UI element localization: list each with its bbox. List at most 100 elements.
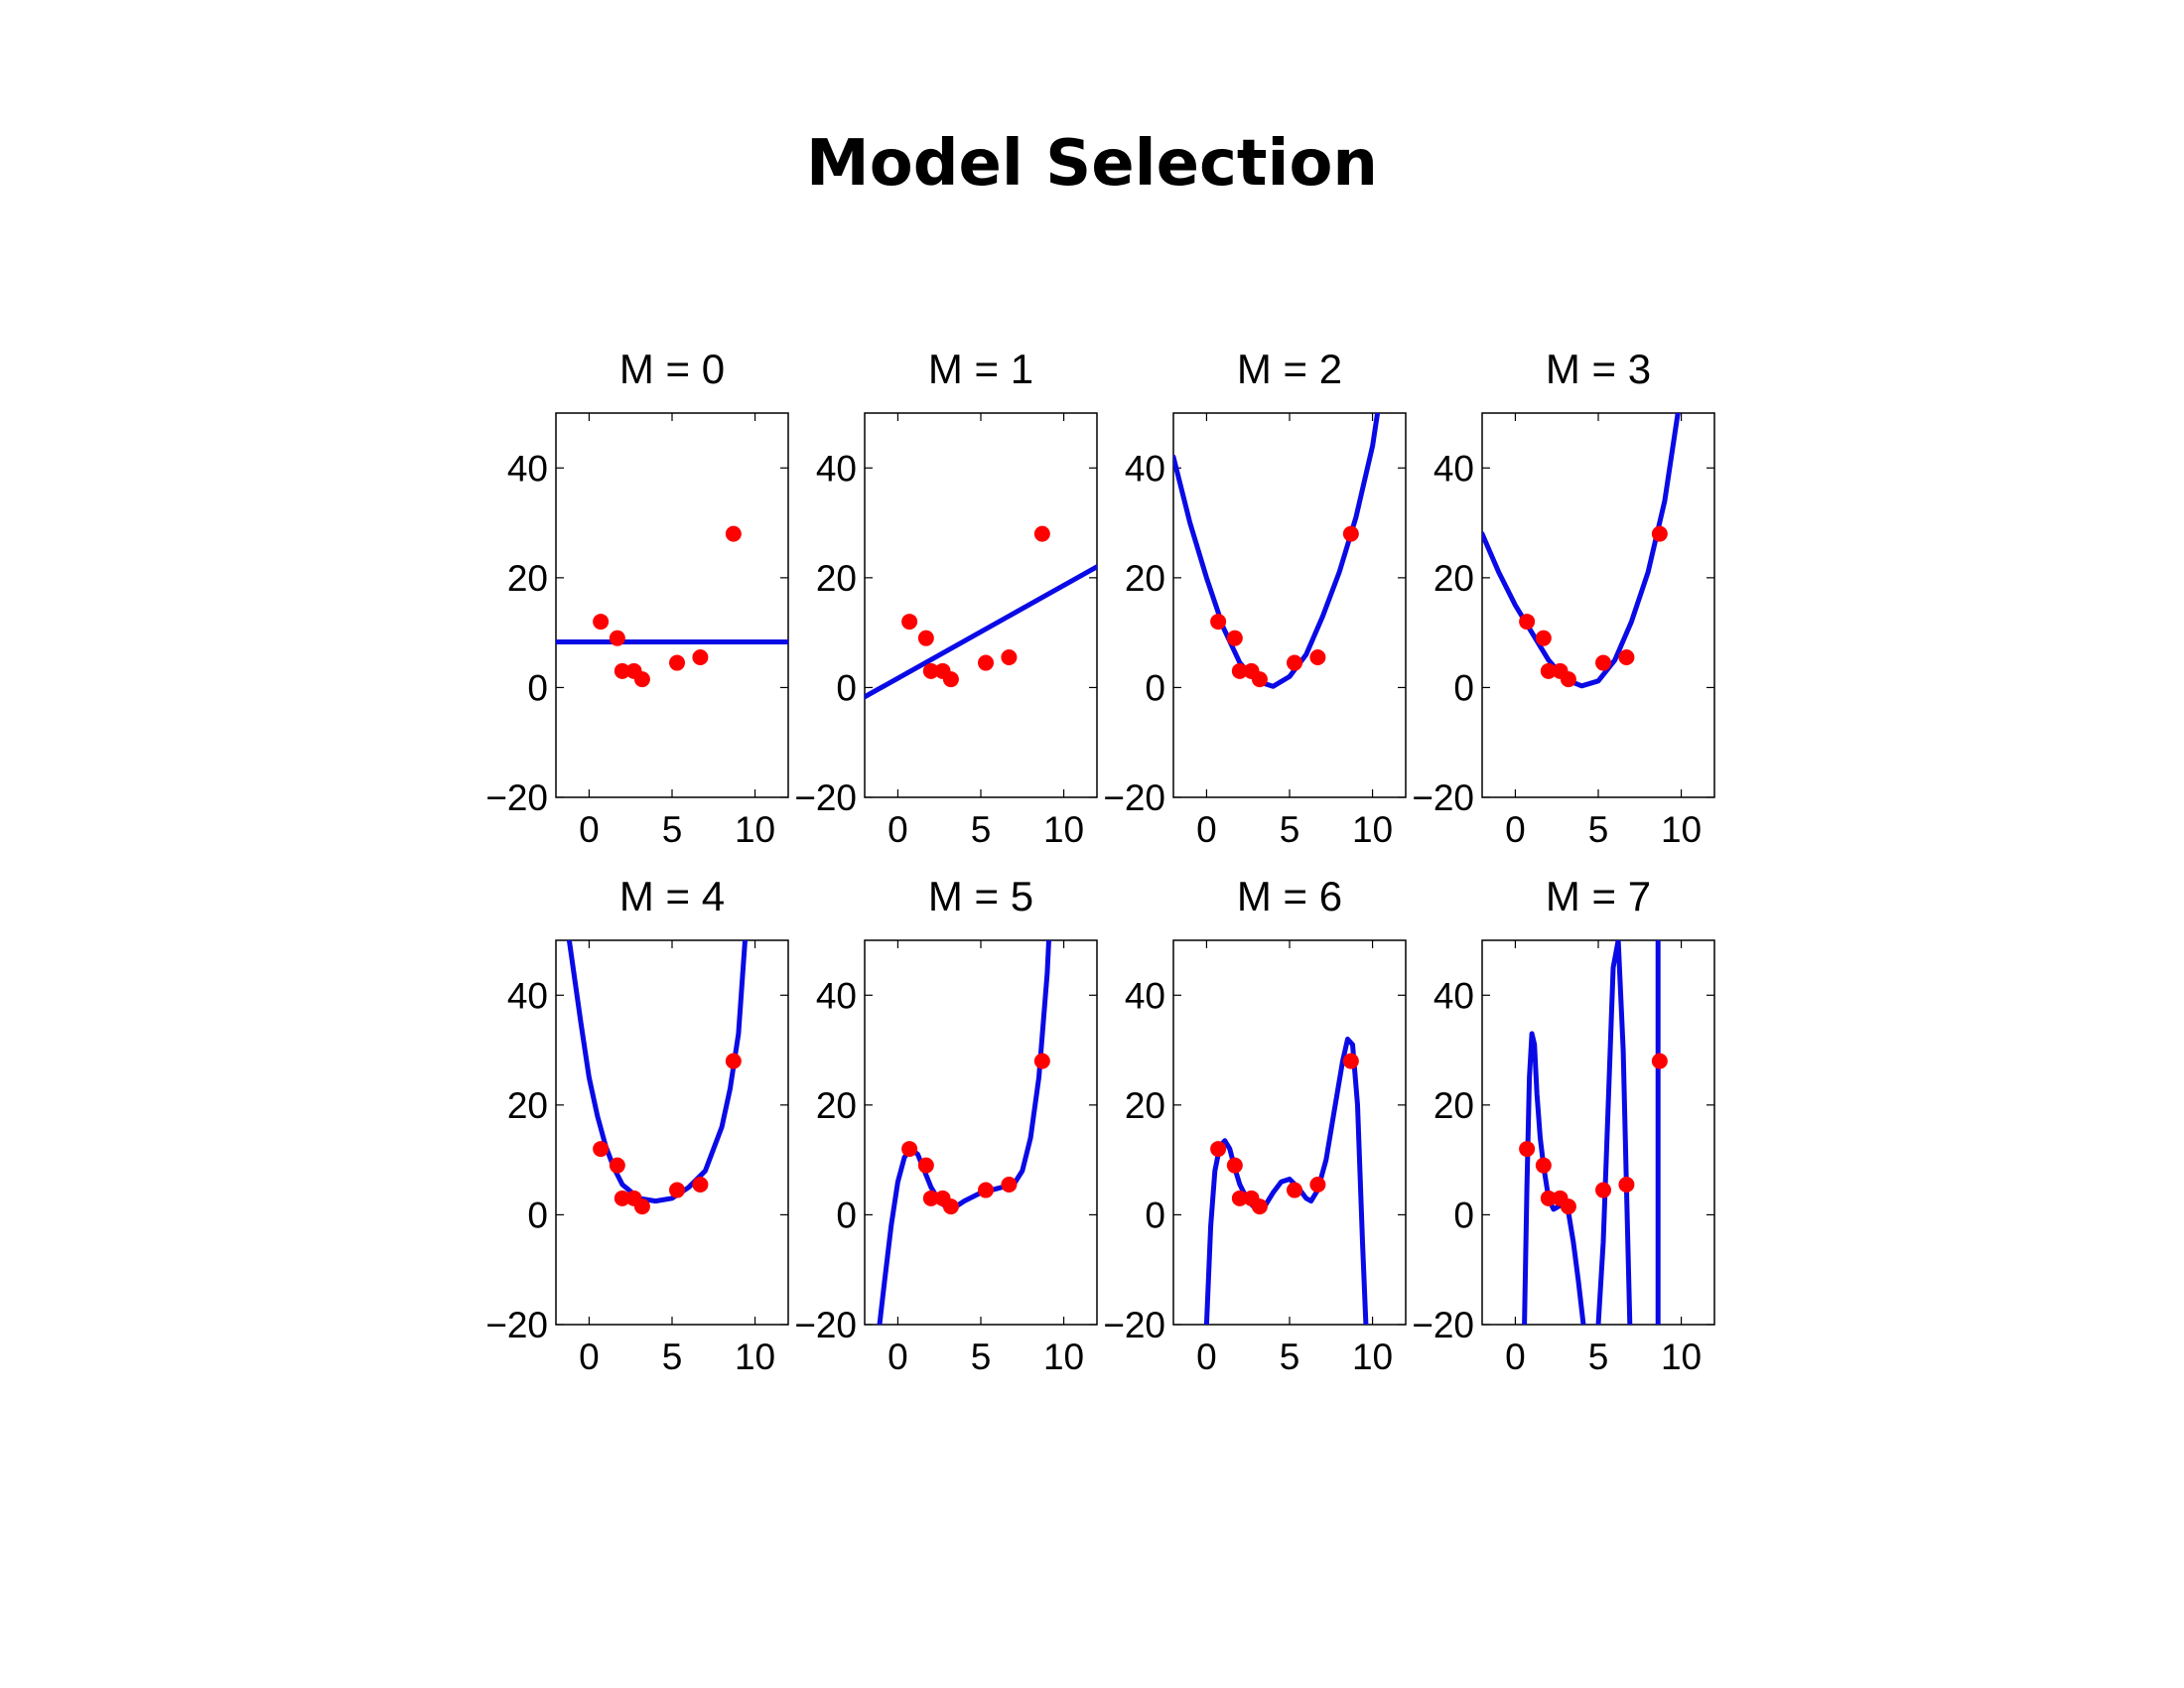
x-tick-label: 0: [579, 809, 600, 850]
data-point: [1595, 1182, 1612, 1198]
axes-frame: [1481, 412, 1715, 798]
y-tick-label: 20: [1125, 1085, 1165, 1126]
y-tick-label: 40: [816, 448, 857, 489]
subplot-0: M = 0 0 5 10 −20 0 20 40: [485, 346, 789, 850]
x-tick-label: 10: [1661, 809, 1702, 850]
data-point: [1226, 1157, 1243, 1174]
x-tick-label: 10: [735, 1336, 775, 1377]
y-tick-label: −20: [794, 777, 857, 818]
y-tick-label: 20: [1125, 558, 1165, 599]
y-tick-label: −20: [485, 1305, 548, 1345]
x-tick-label: 0: [1505, 1336, 1526, 1377]
subplot-3: M = 3 0 5 10 −20 0 20 40: [1412, 346, 1715, 850]
subplot-title: M = 4: [619, 873, 725, 919]
data-point: [1618, 1177, 1635, 1194]
data-point: [1287, 654, 1303, 671]
x-tick-label: 0: [1196, 1336, 1217, 1377]
x-tick-label: 10: [1043, 1336, 1084, 1377]
subplot-title: M = 2: [1237, 346, 1342, 392]
data-point: [1210, 1141, 1227, 1158]
x-tick-label: 10: [1352, 1336, 1393, 1377]
axes-frame: [555, 412, 789, 798]
y-tick-label: −20: [794, 1305, 857, 1345]
data-point: [1595, 654, 1612, 671]
subplot-7: M = 7 0 5 10 −20 0 20 40: [1412, 873, 1715, 1377]
x-tick-label: 5: [971, 809, 992, 850]
data-point: [1560, 671, 1576, 688]
data-point: [609, 1157, 625, 1174]
data-point: [1033, 1053, 1050, 1069]
data-point: [725, 525, 742, 542]
x-tick-label: 5: [1280, 1336, 1300, 1377]
data-point: [1540, 662, 1557, 679]
y-tick-label: −20: [1412, 1305, 1474, 1345]
y-tick-label: 20: [1433, 1085, 1474, 1126]
data-point: [1001, 649, 1018, 666]
y-tick-label: 0: [836, 667, 857, 708]
y-tick-label: 40: [816, 975, 857, 1016]
x-tick-label: 5: [971, 1336, 992, 1377]
data-point: [1309, 649, 1326, 666]
data-point: [1210, 614, 1227, 631]
data-point: [1519, 614, 1536, 631]
y-tick-label: 40: [1125, 448, 1165, 489]
y-tick-label: 0: [527, 1195, 548, 1235]
y-tick-label: 0: [1145, 667, 1165, 708]
fit-curve: [566, 940, 748, 1204]
data-point: [1231, 662, 1248, 679]
x-tick-label: 5: [1588, 1336, 1609, 1377]
axes-frame: [1172, 939, 1407, 1326]
x-tick-label: 5: [1280, 809, 1300, 850]
x-tick-label: 0: [887, 809, 908, 850]
subplot-4: M = 4 0 5 10 −20 0 20 40: [485, 873, 789, 1377]
data-point: [593, 614, 610, 631]
data-point: [1651, 525, 1668, 542]
data-point: [1342, 1053, 1359, 1069]
subplot-title: M = 1: [928, 346, 1033, 392]
x-tick-label: 10: [1352, 809, 1393, 850]
y-tick-label: −20: [1103, 777, 1165, 818]
data-point: [901, 1141, 918, 1158]
data-point: [1651, 1053, 1668, 1069]
subplot-6: M = 6 0 5 10 −20 0 20 40: [1103, 873, 1407, 1377]
data-point: [692, 649, 709, 666]
data-point: [917, 1157, 934, 1174]
x-tick-label: 0: [579, 1336, 600, 1377]
data-point: [1309, 1177, 1326, 1194]
x-tick-label: 10: [735, 809, 775, 850]
data-point: [978, 1182, 995, 1198]
subplot-1: M = 1 0 5 10 −20 0 20 40: [794, 346, 1098, 850]
y-tick-label: 40: [1433, 975, 1474, 1016]
y-tick-label: 0: [527, 667, 548, 708]
y-tick-label: 20: [507, 1085, 548, 1126]
subplot-title: M = 3: [1546, 346, 1651, 392]
data-point: [669, 1182, 686, 1198]
data-point: [1560, 1198, 1576, 1215]
y-tick-label: 0: [1453, 667, 1474, 708]
data-point: [1231, 1190, 1248, 1206]
data-point: [593, 1141, 610, 1158]
data-point: [1287, 1182, 1303, 1198]
x-tick-label: 10: [1661, 1336, 1702, 1377]
x-tick-label: 5: [662, 1336, 683, 1377]
page-title: Model Selection: [806, 127, 1378, 201]
x-tick-label: 0: [887, 1336, 908, 1377]
data-point: [1342, 525, 1359, 542]
data-point: [1618, 649, 1635, 666]
data-point: [1519, 1141, 1536, 1158]
y-tick-label: 20: [816, 1085, 857, 1126]
y-tick-label: 20: [1433, 558, 1474, 599]
y-tick-label: 0: [836, 1195, 857, 1235]
y-tick-label: 0: [1145, 1195, 1165, 1235]
x-tick-label: 5: [1588, 809, 1609, 850]
data-point: [978, 654, 995, 671]
data-point: [1540, 1190, 1557, 1206]
data-point: [725, 1053, 742, 1069]
y-tick-label: 40: [1433, 448, 1474, 489]
data-point: [1033, 525, 1050, 542]
subplot-title: M = 0: [619, 346, 725, 392]
data-point: [614, 1190, 630, 1206]
x-tick-label: 5: [662, 809, 683, 850]
y-tick-label: −20: [1412, 777, 1474, 818]
